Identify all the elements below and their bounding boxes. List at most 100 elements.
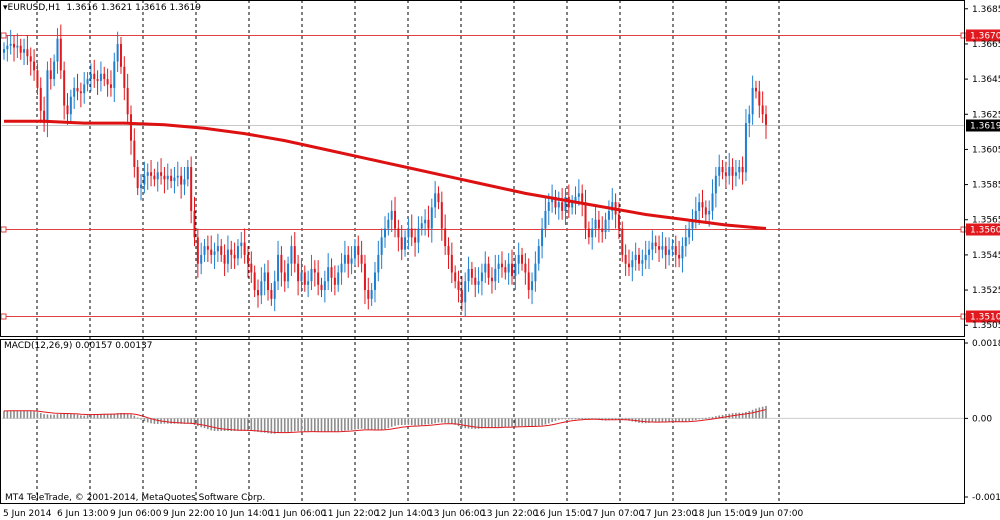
macd-bar [397,418,400,426]
level-price-label: 1.3560 [970,226,1000,236]
candle-body [163,175,166,180]
macd-bar [761,406,764,419]
candle-body [337,272,340,285]
candle-body [263,272,266,282]
macd-bar [441,418,443,423]
macd-bar [380,418,383,430]
macd-bar [527,418,530,427]
candle-body [93,73,96,80]
candle-body [103,73,106,80]
candle-body [671,246,674,250]
macd-bar [557,418,560,420]
macd-bar [63,413,65,419]
candle-body [19,45,22,53]
macd-bar [390,418,393,427]
macd-bar [83,415,86,419]
macd-bar [377,418,380,431]
candle-body [668,249,671,255]
candle-body [253,272,256,291]
candle-body [414,237,417,243]
candle-body [554,196,557,208]
macd-bar [534,418,537,427]
time-label: 17 Jun 23:00 [640,509,697,519]
candle-body [69,96,72,115]
candle-body [343,254,346,264]
candle-body [3,49,5,53]
macd-bar [120,412,122,419]
macd-bar [270,418,273,434]
horizontal-levels[interactable]: 1.3670 1.3619 1.3560 1.3510 [0,29,1000,323]
macd-bar [414,418,416,426]
macd-bar [521,418,523,426]
candle-body [571,202,574,208]
macd-bar [688,418,690,422]
dropdown-arrow-icon[interactable]: ▾ [3,3,8,13]
level-handle-right [960,32,967,39]
candle-body [507,263,510,273]
time-label: 10 Jun 14:00 [216,509,273,519]
macd-bar [130,414,132,419]
macd-bar [223,418,226,431]
candle-body [511,263,513,276]
macd-bar [247,418,249,431]
candle-body [390,210,393,220]
macd-bar [417,418,420,426]
macd-bar [80,415,82,419]
candle-body [604,219,607,233]
candle-body [444,228,447,247]
macd-bar [487,418,490,428]
candle-body [574,196,577,203]
macd-bar [517,418,520,427]
main-panel-border [0,0,965,337]
macd-bar [36,412,39,419]
level-price-label: 1.3670 [970,32,1000,42]
macd-bar [190,418,192,425]
macd-bar [661,418,664,422]
candle-body [119,43,122,67]
level-price-label: 1.3619 [970,122,1000,132]
candle-body [216,246,219,252]
macd-bar [300,418,303,432]
time-axis: 5 Jun 2014 6 Jun 13:00 9 Jun 06:00 9 Jun 22… [3,509,803,519]
candle-body [340,263,343,273]
candle-body [394,210,397,229]
macd-bar [113,413,116,419]
macd-bar [491,418,493,428]
macd-bar [584,418,587,420]
macd-bar [13,410,15,419]
macd-bar [170,418,172,424]
candle-body [738,167,741,173]
macd-bar [103,413,106,419]
candle-body [333,277,336,285]
candle-body [357,246,360,255]
macd-bar [387,418,390,429]
candle-body [233,254,236,259]
macd-bar [755,408,757,419]
level-handle-left [0,32,7,39]
candle-body [621,228,624,255]
macd-bar [143,418,146,422]
candle-body [601,228,604,233]
macd-bar [237,418,239,431]
macd-bar [350,418,353,431]
candle-body [150,172,153,176]
macd-bar [46,414,49,419]
macd-bar [193,418,196,425]
macd-bar [608,418,610,421]
time-label: 18 Jun 15:00 [693,509,750,519]
macd-bar [39,413,42,419]
candle-body [594,219,597,229]
candle-body [66,105,69,115]
macd-bar [671,418,674,422]
candle-body [417,228,420,243]
candle-body [123,66,126,88]
macd-bar [176,418,179,424]
candle-body [728,167,731,176]
macd-bar [340,418,343,432]
macd-bar [384,418,386,430]
macd-bar [427,418,430,425]
candle-body [527,272,530,291]
macd-bar [210,418,213,431]
ohlc-values: 1.3616 1.3621 1.3616 1.3619 [66,3,201,13]
